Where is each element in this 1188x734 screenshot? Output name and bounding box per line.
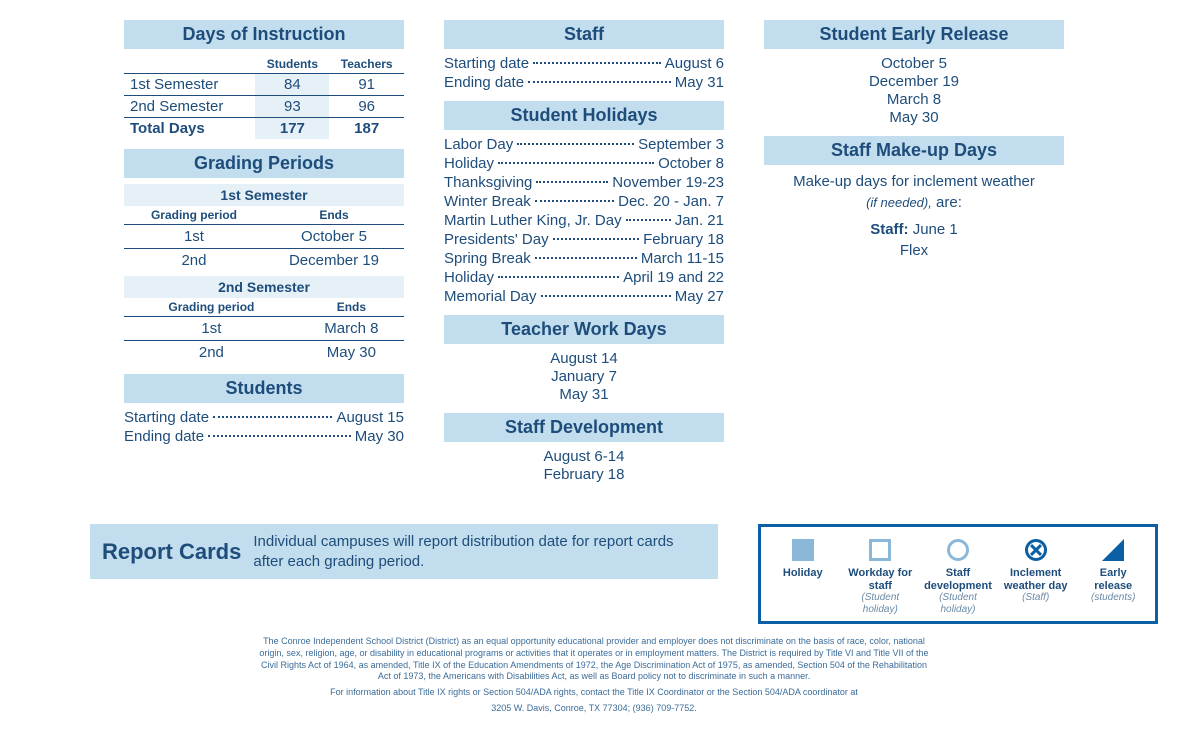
footer-contact-1: For information about Title IX rights or… (30, 687, 1158, 699)
dot-leader (213, 416, 332, 418)
dot-leader (208, 435, 351, 437)
report-cards-text: Individual campuses will report distribu… (253, 532, 706, 571)
students-start-row: Starting date August 15 (124, 409, 404, 426)
students-start-label: Starting date (124, 409, 209, 426)
workday-icon (869, 539, 891, 561)
holiday-row: HolidayApril 19 and 22 (444, 269, 724, 286)
doi-header-teachers: Teachers (329, 55, 404, 74)
grading-periods-header: Grading Periods (124, 149, 404, 178)
column-1: Days of Instruction Students Teachers 1s… (124, 20, 404, 484)
days-of-instruction-table: Students Teachers 1st Semester 84 91 2nd… (124, 55, 404, 139)
column-2: Staff Starting date August 6 Ending date… (444, 20, 724, 484)
legend-box: Holiday Workday for staff (Student holid… (758, 524, 1158, 624)
holiday-row: Labor DaySeptember 3 (444, 136, 724, 153)
staff-development-list: August 6-14 February 18 (444, 448, 724, 483)
report-cards-banner: Report Cards Individual campuses will re… (90, 524, 718, 579)
holiday-icon (792, 539, 814, 561)
students-start-value: August 15 (336, 409, 404, 426)
staff-start-row: Starting date August 6 (444, 55, 724, 72)
holiday-row: Martin Luther King, Jr. DayJan. 21 (444, 212, 724, 229)
list-item: May 31 (444, 386, 724, 403)
sem2-label: 2nd Semester (124, 276, 404, 298)
holiday-row: Memorial DayMay 27 (444, 288, 724, 305)
students-header: Students (124, 374, 404, 403)
sem1-label: 1st Semester (124, 184, 404, 206)
makeup-days-header: Staff Make-up Days (764, 136, 1064, 165)
grading-periods-sem1-table: Grading period Ends 1stOctober 5 2ndDece… (124, 206, 404, 272)
students-end-value: May 30 (355, 428, 404, 445)
gp-header-ends: Ends (264, 206, 404, 225)
legend-item-earlyrelease: Early release (students) (1079, 537, 1147, 615)
table-row-total: Total Days 177 187 (124, 118, 404, 140)
inclement-icon (1025, 539, 1047, 561)
footer-disclaimer: The Conroe Independent School District (… (234, 636, 954, 683)
early-release-icon (1102, 539, 1124, 561)
gp-header-period: Grading period (124, 206, 264, 225)
days-of-instruction-header: Days of Instruction (124, 20, 404, 49)
teacher-work-days-header: Teacher Work Days (444, 315, 724, 344)
staff-development-header: Staff Development (444, 413, 724, 442)
staff-header: Staff (444, 20, 724, 49)
holiday-row: ThanksgivingNovember 19-23 (444, 174, 724, 191)
early-release-header: Student Early Release (764, 20, 1064, 49)
report-cards-title: Report Cards (102, 539, 241, 565)
staffdev-icon (947, 539, 969, 561)
early-release-list: October 5 December 19 March 8 May 30 (764, 55, 1064, 126)
legend-item-staffdev: Staff development (Student holiday) (924, 537, 992, 615)
holiday-row: Spring BreakMarch 11-15 (444, 250, 724, 267)
student-holidays-header: Student Holidays (444, 101, 724, 130)
table-row: 2ndDecember 19 (124, 249, 404, 273)
bottom-row: Report Cards Individual campuses will re… (30, 524, 1158, 624)
staff-end-row: Ending date May 31 (444, 74, 724, 91)
table-row: 1st Semester 84 91 (124, 74, 404, 96)
holiday-row: HolidayOctober 8 (444, 155, 724, 172)
legend-item-workday: Workday for staff (Student holiday) (847, 537, 915, 615)
main-columns: Days of Instruction Students Teachers 1s… (30, 20, 1158, 484)
table-row: 1stOctober 5 (124, 225, 404, 249)
list-item: March 8 (764, 91, 1064, 108)
legend-item-holiday: Holiday (769, 537, 837, 615)
list-item: February 18 (444, 466, 724, 483)
table-row: 2nd Semester 93 96 (124, 96, 404, 118)
list-item: May 30 (764, 109, 1064, 126)
students-end-row: Ending date May 30 (124, 428, 404, 445)
footer-contact-2: 3205 W. Davis, Conroe, TX 77304; (936) 7… (30, 703, 1158, 715)
student-holidays-list: Labor DaySeptember 3 HolidayOctober 8 Than… (444, 136, 724, 305)
gp-header-period: Grading period (124, 298, 299, 317)
students-end-label: Ending date (124, 428, 204, 445)
gp-header-ends: Ends (299, 298, 404, 317)
list-item: January 7 (444, 368, 724, 385)
doi-header-students: Students (255, 55, 329, 74)
list-item: October 5 (764, 55, 1064, 72)
doi-header-blank (124, 55, 255, 74)
teacher-work-days-list: August 14 January 7 May 31 (444, 350, 724, 403)
legend-item-inclement: Inclement weather day (Staff) (1002, 537, 1070, 615)
list-item: December 19 (764, 73, 1064, 90)
holiday-row: Winter BreakDec. 20 - Jan. 7 (444, 193, 724, 210)
table-row: 1stMarch 8 (124, 317, 404, 341)
list-item: August 14 (444, 350, 724, 367)
column-3: Student Early Release October 5 December… (764, 20, 1064, 484)
holiday-row: Presidents' DayFebruary 18 (444, 231, 724, 248)
grading-periods-sem2-table: Grading period Ends 1stMarch 8 2ndMay 30 (124, 298, 404, 364)
makeup-days-text: Make-up days for inclement weather (if n… (764, 171, 1064, 261)
list-item: August 6-14 (444, 448, 724, 465)
table-row: 2ndMay 30 (124, 341, 404, 365)
